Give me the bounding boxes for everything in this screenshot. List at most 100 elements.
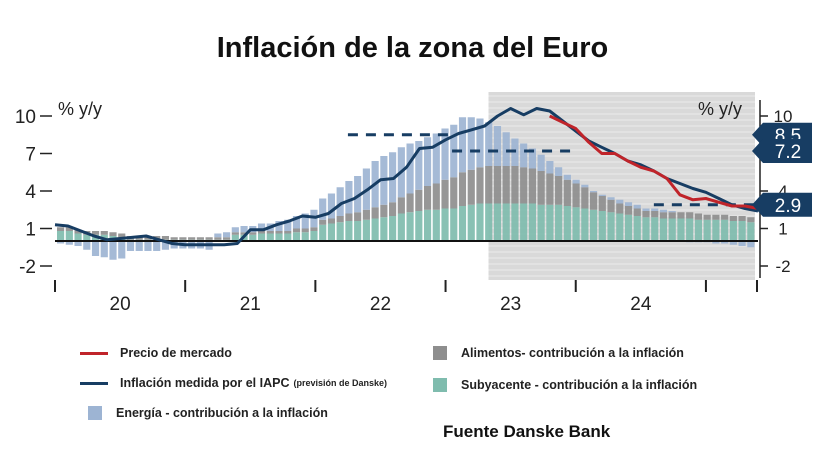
y-tick-left: 1	[25, 220, 36, 241]
bar-food	[659, 212, 668, 219]
bar-food	[520, 167, 528, 204]
bar-core	[607, 212, 615, 241]
bar-energy	[223, 232, 231, 238]
bar-food	[677, 212, 685, 219]
bar-energy	[257, 223, 266, 231]
bar-energy	[423, 137, 432, 186]
bar-food	[476, 167, 484, 204]
bar-energy	[581, 184, 589, 188]
bar-energy	[624, 202, 633, 206]
bar-core	[677, 218, 685, 241]
market-price-swatch	[80, 351, 108, 355]
bar-energy	[126, 241, 135, 251]
bar-food	[423, 186, 432, 210]
legend-food: Alimentos- contribución a la inflación	[425, 346, 684, 360]
y-tick-right: -2	[775, 257, 790, 276]
bar-energy	[284, 219, 292, 231]
bar-core	[249, 234, 257, 241]
bar-core	[327, 223, 336, 241]
bar-energy	[738, 241, 746, 246]
bar-energy	[118, 241, 126, 259]
bar-food	[336, 216, 344, 223]
bar-energy	[319, 198, 327, 220]
chart-title: Inflación de la zona del Euro	[216, 32, 609, 64]
legend-core-label: Subyacente - contribución a la inflación	[461, 378, 698, 392]
bar-energy	[476, 118, 484, 168]
bar-core	[694, 219, 703, 241]
bar-food	[624, 206, 633, 215]
bar-food	[406, 193, 414, 213]
bar-energy	[589, 191, 598, 193]
bar-core	[266, 233, 274, 241]
bar-core	[275, 233, 283, 241]
bar-core	[432, 209, 440, 241]
bar-core	[231, 234, 239, 241]
x-tick-label: 21	[240, 294, 261, 315]
bar-food	[598, 196, 606, 211]
bar-core	[423, 209, 432, 241]
bar-energy	[74, 241, 82, 246]
bar-energy	[520, 143, 528, 168]
food-swatch	[433, 346, 447, 360]
bar-energy	[528, 148, 536, 169]
bar-core	[528, 203, 536, 241]
bar-core	[406, 212, 414, 241]
legend-food-label: Alimentos- contribución a la inflación	[461, 346, 684, 360]
bar-core	[65, 231, 73, 241]
bar-energy	[729, 241, 737, 245]
bar-core	[57, 231, 65, 241]
market-price-line	[549, 114, 759, 210]
legend-hicp-label: Inflación medida por el IAPC	[120, 376, 290, 390]
bar-food	[231, 232, 239, 235]
legend-market-price: Precio de mercado	[80, 346, 232, 360]
bar-core	[493, 203, 502, 241]
bar-core	[371, 218, 379, 241]
bar-core	[738, 221, 746, 241]
bar-energy	[747, 241, 755, 248]
bar-food	[266, 231, 274, 234]
bar-food	[589, 192, 598, 210]
bar-core	[659, 218, 668, 241]
bar-energy	[153, 241, 161, 251]
bar-energy	[572, 179, 580, 184]
x-tick-label: 24	[630, 294, 652, 315]
bar-energy	[721, 241, 729, 244]
bar-food	[65, 227, 73, 231]
bar-energy	[659, 209, 668, 213]
bar-core	[668, 218, 676, 241]
bar-food	[389, 202, 397, 216]
bar-core	[476, 203, 484, 241]
bar-food	[240, 232, 248, 235]
bar-food	[651, 211, 659, 218]
bar-food	[161, 236, 170, 240]
bar-food	[327, 218, 336, 224]
bar-core	[589, 209, 598, 241]
bar-food	[362, 209, 370, 220]
bar-energy	[135, 241, 143, 251]
bar-food	[179, 237, 187, 240]
bar-food	[91, 231, 100, 235]
bar-food	[721, 214, 729, 220]
bar-food	[729, 216, 737, 221]
bar-food	[170, 237, 178, 240]
bar-energy	[563, 174, 571, 180]
bar-core	[397, 213, 405, 241]
bar-core	[598, 211, 606, 241]
bar-core	[345, 221, 353, 241]
bar-core	[511, 203, 519, 241]
bar-energy	[441, 128, 449, 180]
value-badge-label: 2.9	[775, 196, 801, 217]
energy-swatch	[88, 406, 102, 420]
bar-energy	[336, 187, 344, 216]
bar-energy	[354, 176, 362, 213]
bar-core	[74, 233, 82, 241]
bar-energy	[598, 194, 606, 196]
bar-food	[738, 216, 746, 221]
bar-energy	[668, 211, 676, 213]
bar-food	[712, 214, 720, 220]
core-swatch	[433, 378, 447, 392]
bar-food	[345, 213, 353, 221]
bar-core	[581, 208, 589, 241]
bar-energy	[406, 143, 414, 194]
